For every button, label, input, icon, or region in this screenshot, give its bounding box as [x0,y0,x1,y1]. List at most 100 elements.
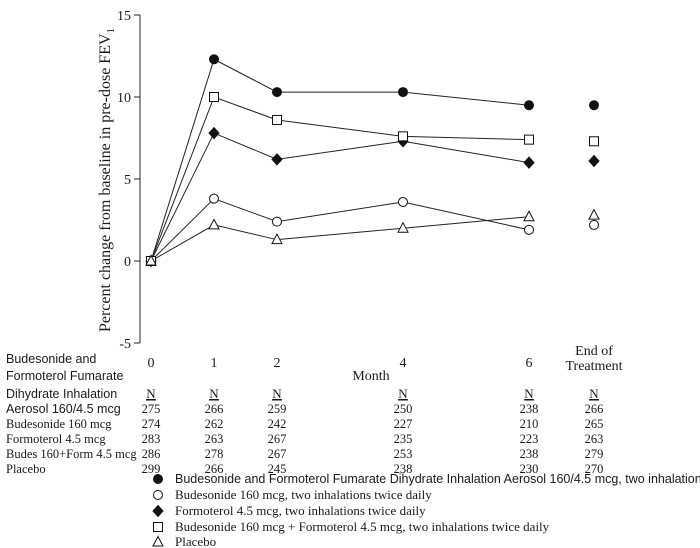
y-axis-label-text: Percent change from baseline in pre-dose… [97,33,114,332]
end-of-treatment-label: End of [575,344,613,359]
y-tick-label: 10 [117,91,131,106]
end-of-treatment-label: Treatment [565,359,622,374]
data-point-open-triangle [523,210,535,222]
data-point-filled-diamond [208,126,220,140]
data-point-open-circle [524,224,534,235]
x-tick-label: 1 [211,356,218,371]
data-point-open-square [524,134,534,145]
data-point-open-triangle [208,218,220,230]
n-column-header: N [398,386,408,401]
data-point-open-circle [398,196,408,207]
table-cell: 275 [142,402,161,416]
table-cell: 299 [142,462,161,476]
legend-marker-open-square [153,522,163,532]
y-tick-label: -5 [119,337,131,352]
table-cell: 266 [585,402,604,416]
table-cell: 267 [268,447,287,461]
end-of-treatment-point-open-triangle [588,208,600,220]
data-point-open-triangle [145,254,157,266]
table-cell: 267 [268,432,287,446]
n-column-header: N [272,386,282,401]
end-of-treatment-point-filled-circle [589,100,599,111]
x-tick-label: 6 [526,356,533,371]
table-row-label: Formoterol 4.5 mcg [6,432,106,446]
y-tick-label: 5 [124,173,131,188]
n-column-header: N [524,386,534,401]
table-cell: 283 [142,432,161,446]
table-cell: 245 [268,462,287,476]
table-cell: 250 [394,402,413,416]
y-tick-label: 15 [117,9,131,24]
legend-label: Budesonide and Formoterol Fumarate Dihyd… [175,472,700,486]
table-cell: 253 [394,447,413,461]
legend-label: Budesonide 160 mcg + Formoterol 4.5 mcg,… [175,519,550,534]
table-row-label: Budes 160+Form 4.5 mcg [6,447,137,461]
data-point-open-square [209,92,219,102]
y-axis-label-subscript: 1 [105,28,117,34]
data-point-filled-circle [524,100,534,111]
legend-label: Budesonide 160 mcg, two inhalations twic… [175,487,432,502]
n-column-header: N [146,386,156,401]
legend-marker-filled-circle [153,474,163,484]
table-cell: 263 [205,432,224,446]
data-point-open-square [272,114,282,125]
table-cell: 238 [520,447,539,461]
data-point-filled-diamond [523,156,535,169]
table-cell: 262 [205,417,224,431]
table-cell: 265 [585,417,604,431]
table-cell: 270 [585,462,604,476]
table-cell: 223 [520,432,539,446]
end-of-treatment-point-filled-diamond [588,154,600,168]
table-header-line: Budesonide and [6,352,96,366]
data-point-open-triangle [397,221,409,233]
table-cell: 266 [205,402,224,416]
x-tick-label: 2 [274,356,281,371]
series-line-filled-diamond [150,132,530,262]
legend-label: Formoterol 4.5 mcg, two inhalations twic… [175,503,426,518]
series-line-open-square [150,96,530,262]
y-tick-label: 0 [124,255,131,270]
table-cell: 279 [585,447,604,461]
x-tick-label: 0 [148,356,155,371]
table-row-label: Placebo [6,462,46,476]
table-header-line: Dihydrate Inhalation [6,387,117,401]
table-cell: 230 [520,462,539,476]
data-point-filled-circle [272,87,282,98]
data-point-open-triangle [271,233,283,245]
y-axis-label: Percent change from baseline in pre-dose… [97,28,117,332]
table-row-label: Aerosol 160/4.5 mcg [6,402,121,416]
end-of-treatment-point-open-square [589,136,599,147]
data-point-open-square [398,131,408,142]
data-point-open-circle [272,216,282,227]
table-cell: 238 [520,402,539,416]
table-cell: 235 [394,432,413,446]
table-cell: 238 [394,462,413,476]
x-tick-label: 4 [400,356,407,371]
n-column-header: N [209,386,219,401]
x-axis-label: Month [352,369,389,384]
table-cell: 263 [585,432,604,446]
table-cell: 210 [520,417,539,431]
legend-marker-open-circle [153,490,163,500]
table-cell: 259 [268,402,287,416]
legend-marker-filled-diamond [152,504,164,518]
series-line-open-circle [150,198,530,262]
legend-marker-open-triangle [152,535,164,547]
data-point-open-circle [209,193,219,204]
data-point-filled-circle [209,54,219,65]
table-cell: 286 [142,447,161,461]
data-point-filled-diamond [271,153,283,166]
table-cell: 278 [205,447,224,461]
table-header-line: Formoterol Fumarate [6,369,123,383]
table-cell: 242 [268,417,287,431]
end-of-treatment-point-open-circle [589,219,599,230]
legend-label: Placebo [175,534,216,548]
series-line-open-triangle [150,216,530,262]
table-row-label: Budesonide 160 mcg [6,417,112,431]
data-point-filled-circle [398,87,408,98]
series-line-filled-circle [150,58,530,262]
table-cell: 266 [205,462,224,476]
table-cell: 227 [394,417,413,431]
table-cell: 274 [142,417,162,431]
